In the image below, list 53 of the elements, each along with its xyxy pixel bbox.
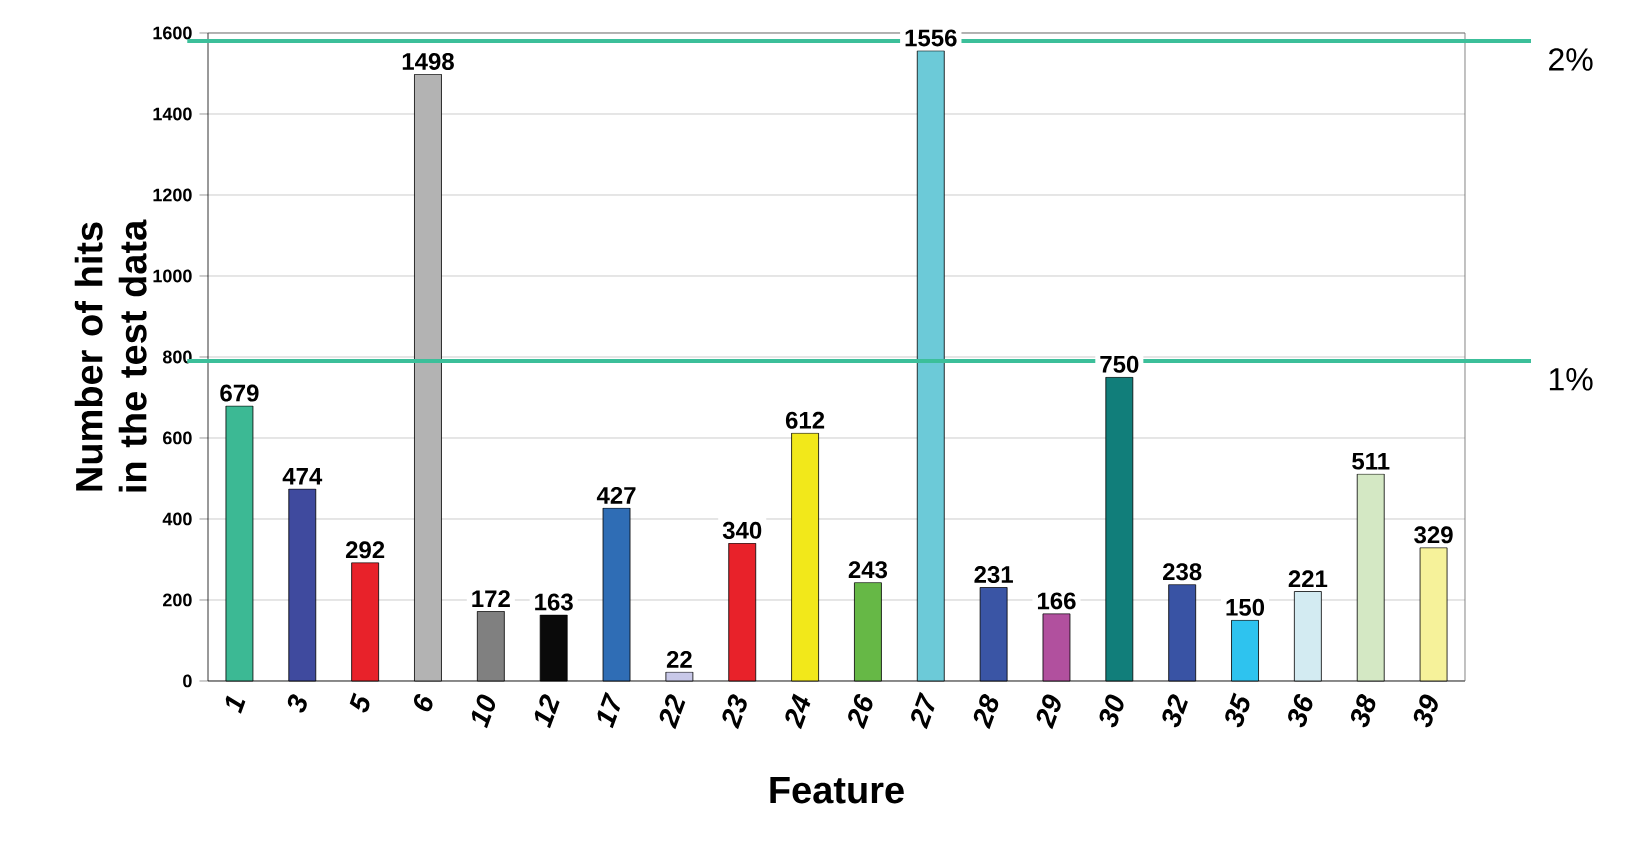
x-tick-label: 36 bbox=[1288, 693, 1313, 728]
data-label: 238 bbox=[1163, 563, 1202, 581]
data-label: 679 bbox=[220, 384, 259, 402]
x-tick-label: 23 bbox=[722, 694, 747, 730]
x-tick-label: 27 bbox=[911, 691, 935, 730]
text: 1% bbox=[1549, 368, 1593, 391]
data-label: 1498 bbox=[402, 52, 454, 70]
data-label: 474 bbox=[282, 468, 323, 485]
y-tick-label: 800 bbox=[162, 350, 192, 364]
data-label: 427 bbox=[596, 486, 636, 504]
text: 2% bbox=[1549, 48, 1593, 71]
x-tick-label: 35 bbox=[1225, 692, 1250, 728]
x-tick-label: 6 bbox=[413, 693, 433, 712]
x-tick-label: 32 bbox=[1162, 694, 1188, 728]
data-label: 231 bbox=[974, 566, 1013, 584]
data-label: 511 bbox=[1352, 452, 1390, 470]
x-tick-label: 22 bbox=[659, 694, 686, 730]
x-tick-label: 10 bbox=[471, 694, 496, 729]
x-tick-label: 39 bbox=[1413, 694, 1438, 728]
data-label: 221 bbox=[1288, 570, 1328, 588]
x-tick-label: 17 bbox=[597, 691, 621, 729]
y-tick-label: 1400 bbox=[153, 107, 192, 121]
data-label: 243 bbox=[848, 561, 888, 579]
x-tick-label: 12 bbox=[534, 694, 560, 729]
x-axis-title: Feature bbox=[770, 776, 904, 804]
x-tick-label: 26 bbox=[848, 693, 873, 730]
data-label: 329 bbox=[1414, 526, 1453, 544]
y-tick-label: 200 bbox=[163, 593, 192, 607]
data-label: 292 bbox=[345, 541, 385, 559]
x-tick-label: 24 bbox=[785, 693, 811, 730]
data-label: 163 bbox=[535, 593, 573, 611]
data-label: 1556 bbox=[905, 29, 957, 47]
y-tick-label: 1600 bbox=[153, 26, 192, 40]
data-label: 340 bbox=[722, 521, 762, 539]
data-label: 150 bbox=[1226, 598, 1265, 616]
y-tick-label: 1200 bbox=[153, 188, 192, 202]
y-axis-title: Number of hits in the test data bbox=[74, 219, 147, 492]
data-label: 172 bbox=[472, 590, 510, 607]
x-tick-label: 29 bbox=[1036, 694, 1061, 730]
x-tick-label: 5 bbox=[349, 692, 370, 713]
x-tick-label: 30 bbox=[1099, 694, 1124, 728]
y-tick-label: 600 bbox=[163, 431, 192, 445]
data-label: 22 bbox=[666, 650, 692, 668]
y-tick-label: 1000 bbox=[153, 269, 192, 283]
x-tick-label: 28 bbox=[973, 694, 999, 730]
y-tick-label: 400 bbox=[162, 512, 192, 526]
data-label: 612 bbox=[785, 411, 825, 429]
data-label: 166 bbox=[1037, 592, 1076, 610]
x-tick-label: 1 bbox=[225, 695, 246, 714]
y-tick-label: 0 bbox=[183, 674, 192, 688]
data-label: 750 bbox=[1100, 355, 1139, 373]
x-tick-label: 3 bbox=[287, 694, 307, 713]
x-tick-label: 38 bbox=[1350, 694, 1376, 728]
